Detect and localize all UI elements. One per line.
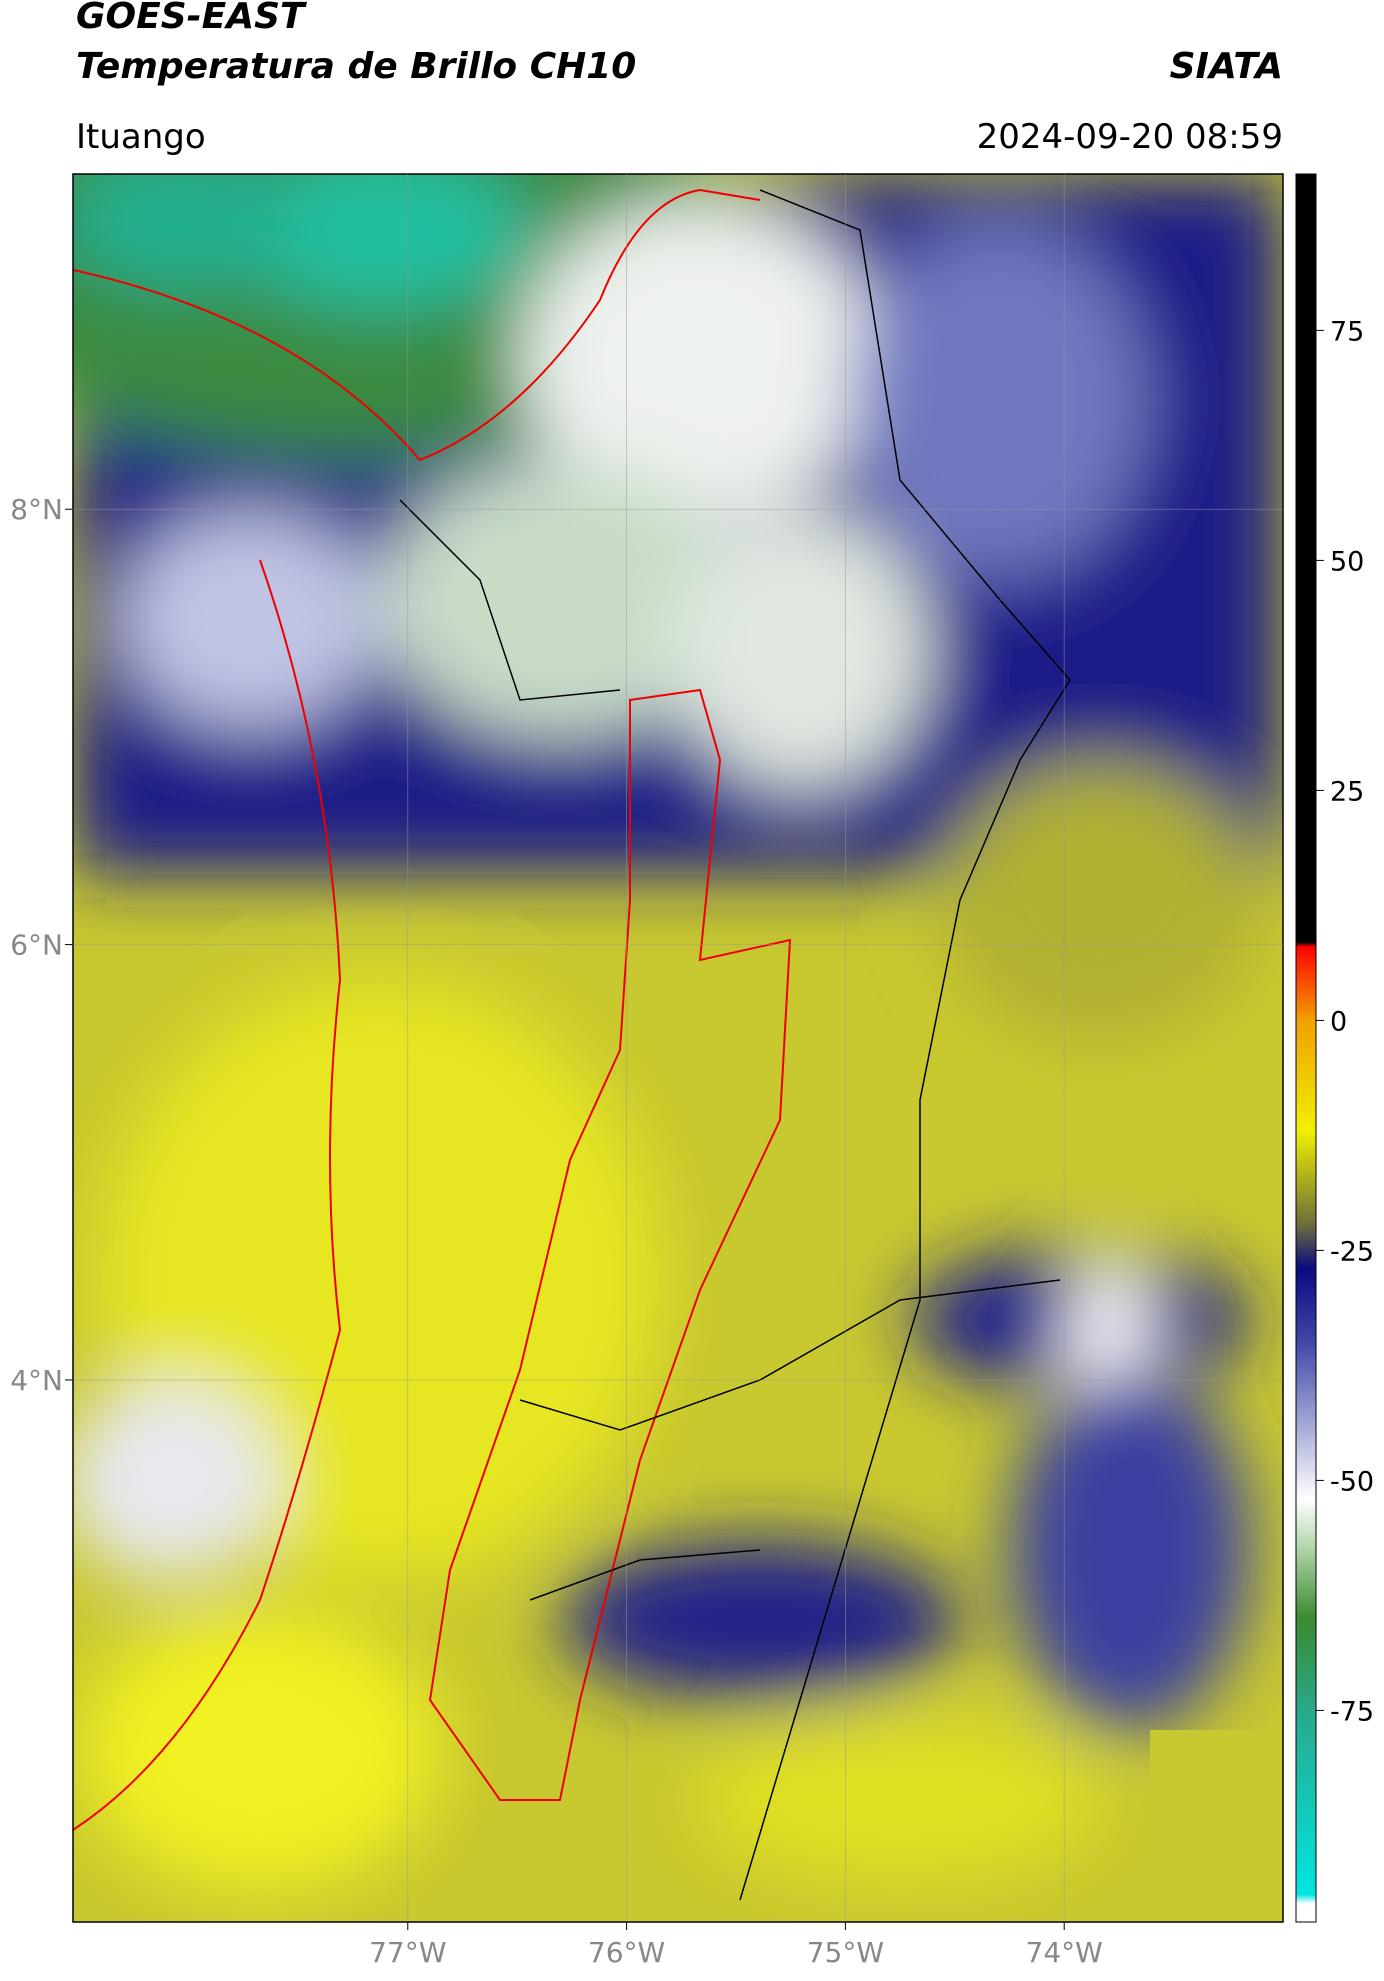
colorbar-label: -25 [1330, 1236, 1374, 1267]
colorbar [1295, 173, 1317, 1923]
timestamp: 2024-09-20 08:59 [977, 117, 1283, 157]
subtitle: Temperatura de Brillo CH10 [76, 46, 636, 87]
map-frame [72, 173, 1284, 1923]
colorbar-label: -50 [1330, 1466, 1374, 1497]
lat-label: 8°N [10, 493, 63, 526]
lon-label: 74°W [1026, 1936, 1103, 1969]
colorbar-label: 0 [1330, 1006, 1347, 1037]
colorbar-label: 25 [1330, 776, 1364, 807]
title: GOES-EAST [76, 0, 307, 37]
colorbar-label: -75 [1330, 1696, 1374, 1727]
map-imagery [73, 174, 1283, 1922]
lat-label: 6°N [10, 929, 63, 962]
brand: SIATA [1170, 46, 1283, 87]
location: Ituango [76, 117, 206, 157]
lon-label: 77°W [369, 1936, 446, 1969]
lat-label: 4°N [10, 1364, 63, 1397]
lon-label: 75°W [807, 1936, 884, 1969]
lon-label: 76°W [588, 1936, 665, 1969]
colorbar-label: 75 [1330, 316, 1364, 347]
colorbar-label: 50 [1330, 546, 1364, 577]
